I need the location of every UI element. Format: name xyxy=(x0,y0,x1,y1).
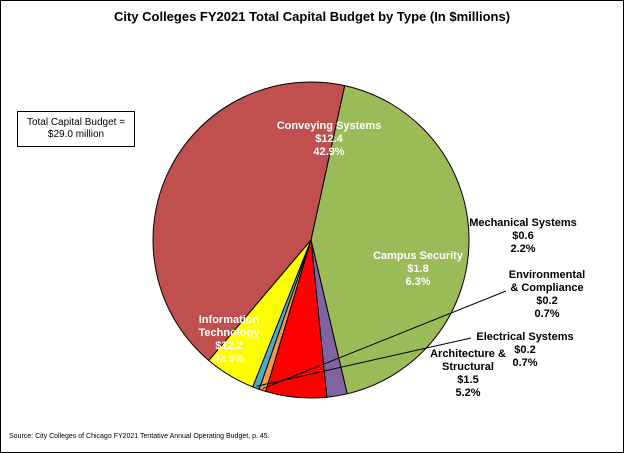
pie-slice-0 xyxy=(310,85,470,395)
source-note: Source: City Colleges of Chicago FY2021 … xyxy=(9,433,270,440)
slice-label-4: Electrical Systems $0.2 0.7% xyxy=(476,331,573,369)
slice-label-1: Mechanical Systems $0.6 2.2% xyxy=(469,217,577,255)
slice-label-6: Information Technology $12.2 42.0% xyxy=(199,314,261,365)
leader-lines xyxy=(256,290,507,389)
slice-label-5: Architecture & Structural $1.5 5.2% xyxy=(430,348,506,399)
slice-label-0: Conveying Systems $12.4 42.9% xyxy=(277,120,382,158)
chart-title: City Colleges FY2021 Total Capital Budge… xyxy=(113,9,511,24)
slice-label-3: Environmental & Compliance $0.2 0.7% xyxy=(509,269,585,320)
slice-labels: Conveying Systems $12.4 42.9% Mechanical Sy… xyxy=(199,120,586,399)
total-budget-annotation: Total Capital Budget = $29.0 million xyxy=(17,111,135,147)
pie-slice-6 xyxy=(152,81,346,362)
total-budget-line2: $29.0 million xyxy=(47,129,105,140)
leader-line-4 xyxy=(256,337,472,387)
total-budget-line1: Total Capital Budget = xyxy=(26,117,126,128)
slice-label-2: Campus Security $1.8 6.3% xyxy=(373,250,464,288)
leader-line-3 xyxy=(262,290,507,389)
